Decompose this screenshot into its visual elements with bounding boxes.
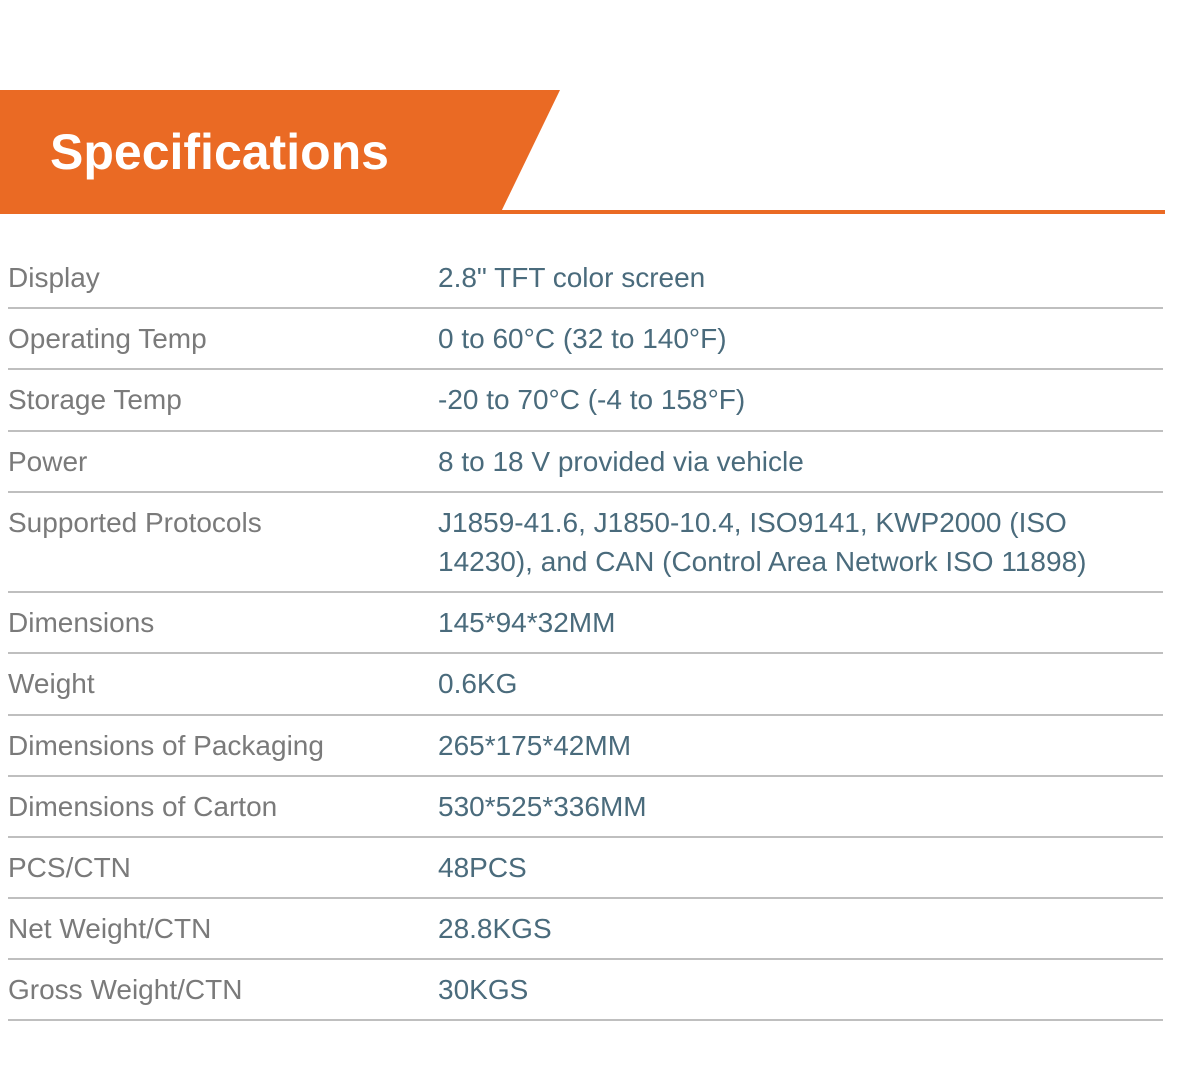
spec-table: Display 2.8" TFT color screen Operating … bbox=[8, 248, 1163, 1021]
spec-label: Net Weight/CTN bbox=[8, 898, 438, 959]
spec-label: Dimensions of Packaging bbox=[8, 715, 438, 776]
spec-value: 0 to 60°C (32 to 140°F) bbox=[438, 308, 1163, 369]
table-row: Storage Temp -20 to 70°C (-4 to 158°F) bbox=[8, 369, 1163, 430]
table-row: Dimensions 145*94*32MM bbox=[8, 592, 1163, 653]
table-row: PCS/CTN 48PCS bbox=[8, 837, 1163, 898]
table-row: Supported Protocols J1859-41.6, J1850-10… bbox=[8, 492, 1163, 592]
spec-label: Weight bbox=[8, 653, 438, 714]
table-row: Display 2.8" TFT color screen bbox=[8, 248, 1163, 308]
spec-label: Power bbox=[8, 431, 438, 492]
spec-label: Dimensions bbox=[8, 592, 438, 653]
spec-label: Supported Protocols bbox=[8, 492, 438, 592]
header-title: Specifications bbox=[50, 124, 389, 180]
spec-label: PCS/CTN bbox=[8, 837, 438, 898]
spec-label: Dimensions of Carton bbox=[8, 776, 438, 837]
header-tab: Specifications bbox=[0, 90, 500, 214]
spec-value: 48PCS bbox=[438, 837, 1163, 898]
spec-label: Gross Weight/CTN bbox=[8, 959, 438, 1020]
spec-value: -20 to 70°C (-4 to 158°F) bbox=[438, 369, 1163, 430]
table-row: Net Weight/CTN 28.8KGS bbox=[8, 898, 1163, 959]
spec-value: 2.8" TFT color screen bbox=[438, 248, 1163, 308]
table-row: Gross Weight/CTN 30KGS bbox=[8, 959, 1163, 1020]
spec-value: 30KGS bbox=[438, 959, 1163, 1020]
spec-value: 265*175*42MM bbox=[438, 715, 1163, 776]
spec-value: 0.6KG bbox=[438, 653, 1163, 714]
header-wrapper: Specifications bbox=[0, 90, 1200, 220]
table-row: Power 8 to 18 V provided via vehicle bbox=[8, 431, 1163, 492]
spec-label: Storage Temp bbox=[8, 369, 438, 430]
table-row: Weight 0.6KG bbox=[8, 653, 1163, 714]
spec-value: 28.8KGS bbox=[438, 898, 1163, 959]
table-row: Dimensions of Carton 530*525*336MM bbox=[8, 776, 1163, 837]
spec-value: J1859-41.6, J1850-10.4, ISO9141, KWP2000… bbox=[438, 492, 1163, 592]
spec-value: 8 to 18 V provided via vehicle bbox=[438, 431, 1163, 492]
spec-label: Display bbox=[8, 248, 438, 308]
spec-table-body: Display 2.8" TFT color screen Operating … bbox=[8, 248, 1163, 1020]
table-row: Dimensions of Packaging 265*175*42MM bbox=[8, 715, 1163, 776]
spec-label: Operating Temp bbox=[8, 308, 438, 369]
table-row: Operating Temp 0 to 60°C (32 to 140°F) bbox=[8, 308, 1163, 369]
spec-value: 530*525*336MM bbox=[438, 776, 1163, 837]
spec-value: 145*94*32MM bbox=[438, 592, 1163, 653]
